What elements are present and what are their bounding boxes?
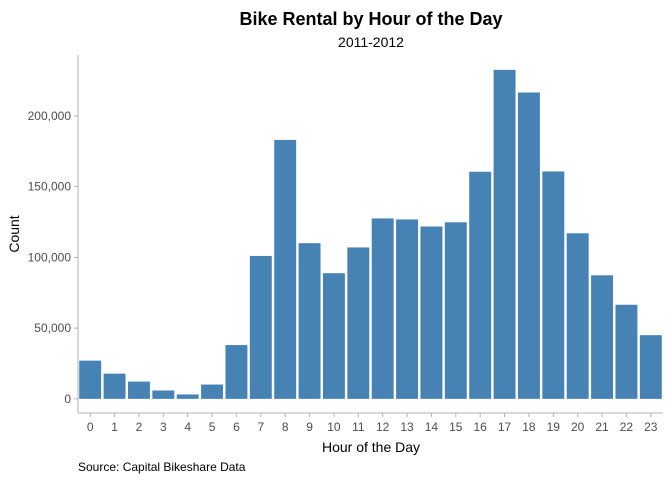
x-axis-label: Hour of the Day [322, 439, 420, 455]
x-tick-label: 16 [474, 420, 488, 434]
x-tick-label: 18 [522, 420, 536, 434]
y-tick-label: 150,000 [28, 180, 72, 194]
y-tick-label: 0 [64, 392, 71, 406]
y-tick-label: 50,000 [34, 321, 71, 335]
bar-hour-5 [201, 384, 224, 399]
x-tick-label: 9 [306, 420, 313, 434]
x-tick-label: 23 [644, 420, 658, 434]
bar-hour-18 [517, 92, 540, 399]
bar-hour-17 [493, 69, 516, 399]
x-tick-label: 17 [498, 420, 512, 434]
source-caption: Source: Capital Bikeshare Data [78, 460, 246, 474]
bar-hour-20 [566, 233, 589, 399]
bar-hour-21 [591, 275, 614, 399]
x-tick-label: 13 [400, 420, 414, 434]
y-axis-label: Count [6, 215, 22, 252]
bar-hour-19 [542, 171, 565, 399]
bars-group [79, 69, 662, 399]
x-tick-label: 12 [376, 420, 390, 434]
x-tick-label: 6 [233, 420, 240, 434]
bar-hour-13 [396, 219, 419, 399]
x-tick-label: 15 [449, 420, 463, 434]
bar-hour-16 [469, 171, 492, 399]
chart-subtitle: 2011-2012 [338, 34, 404, 50]
x-tick-label: 10 [327, 420, 341, 434]
x-axis-ticks: 0 1 2 3 4 5 6 7 8 9 10 11 12 13 14 15 16 17 18 19 20 21 22 23 [87, 413, 658, 434]
bar-hour-8 [274, 139, 297, 399]
bar-hour-14 [420, 226, 443, 399]
x-tick-label: 22 [620, 420, 634, 434]
bar-hour-15 [444, 222, 467, 399]
bar-hour-12 [371, 218, 394, 399]
x-tick-label: 14 [425, 420, 439, 434]
bar-hour-2 [127, 381, 150, 399]
x-tick-label: 0 [87, 420, 94, 434]
x-tick-label: 11 [352, 420, 365, 434]
bar-hour-22 [615, 304, 638, 399]
chart-title: Bike Rental by Hour of the Day [239, 9, 502, 29]
y-tick-label: 200,000 [28, 109, 72, 123]
x-tick-label: 5 [209, 420, 216, 434]
bar-hour-23 [639, 335, 662, 399]
x-tick-label: 3 [160, 420, 167, 434]
bar-hour-9 [298, 243, 321, 399]
bar-hour-6 [225, 345, 248, 399]
bar-hour-11 [347, 247, 370, 399]
x-tick-label: 2 [136, 420, 143, 434]
x-tick-label: 7 [257, 420, 264, 434]
bar-hour-3 [152, 390, 175, 399]
x-tick-label: 20 [571, 420, 585, 434]
bar-hour-0 [79, 360, 102, 399]
x-tick-label: 4 [184, 420, 191, 434]
bar-hour-1 [103, 373, 126, 399]
bar-hour-10 [322, 273, 345, 399]
x-tick-label: 1 [111, 420, 118, 434]
y-axis-ticks: 0 50,000 100,000 150,000 200,000 [28, 109, 78, 406]
x-tick-label: 21 [595, 420, 609, 434]
x-tick-label: 19 [547, 420, 561, 434]
x-tick-label: 8 [282, 420, 289, 434]
bar-hour-7 [249, 255, 272, 399]
bar-hour-4 [176, 394, 199, 399]
y-tick-label: 100,000 [28, 250, 72, 264]
